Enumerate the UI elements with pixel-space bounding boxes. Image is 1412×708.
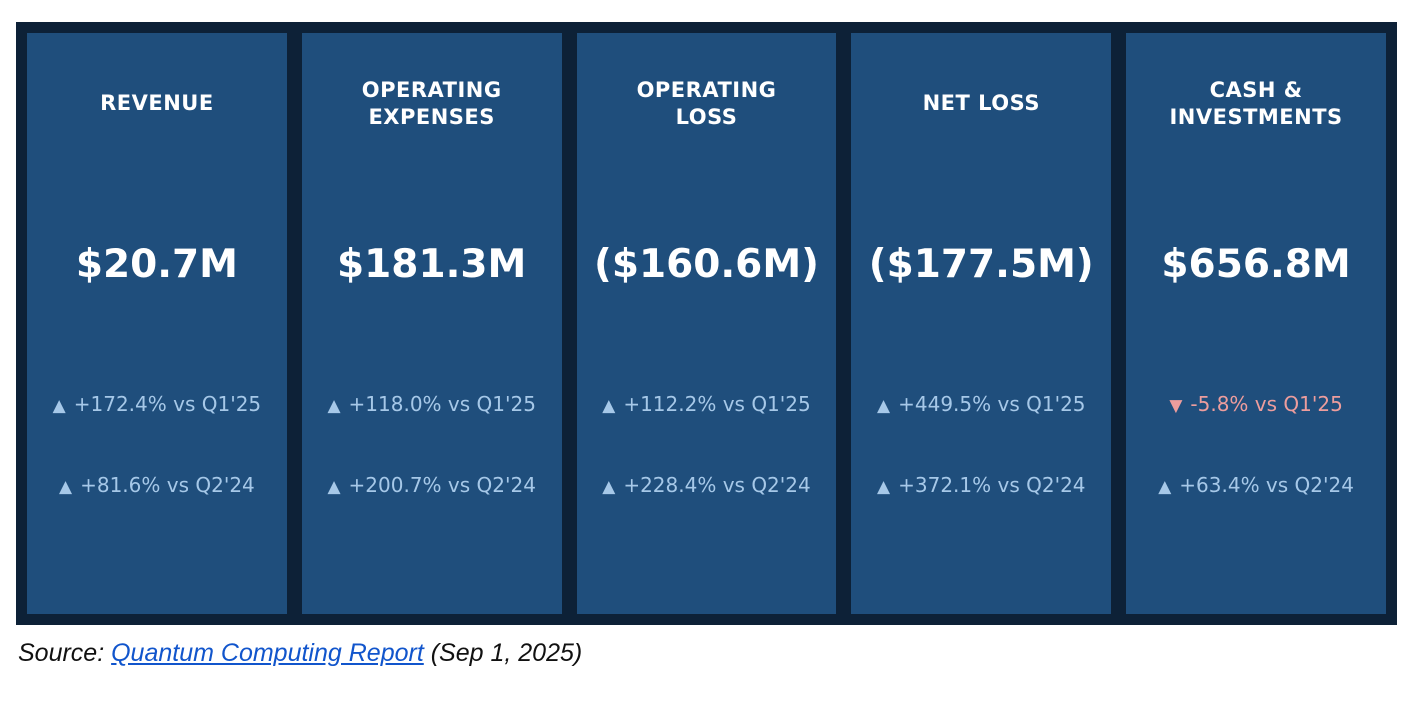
source-prefix: Source: [18, 639, 112, 667]
source-date: (Sep 1, 2025) [423, 639, 583, 667]
metric-value: ($160.6M) [594, 242, 819, 287]
metric-title: CASH & INVESTMENTS [1126, 71, 1386, 137]
trend-text: +172.4% vs Q1'25 [73, 392, 262, 416]
metric-card-operating-loss: OPERATING LOSS ($160.6M) ▲ +112.2% vs Q1'… [576, 33, 837, 614]
trend-vs-q1: ▲ +112.2% vs Q1'25 [577, 390, 837, 420]
trend-text: +200.7% vs Q2'24 [348, 473, 536, 497]
trend-up-icon: ▲ [877, 396, 891, 416]
metric-card-net-loss: NET LOSS ($177.5M) ▲ +449.5% vs Q1'25 ▲ +3… [851, 33, 1112, 614]
metric-value: $656.8M [1161, 242, 1351, 287]
trend-up-icon: ▲ [59, 477, 73, 497]
trend-text: +449.5% vs Q1'25 [898, 392, 1086, 416]
trend-vs-q2: ▲ +372.1% vs Q2'24 [851, 471, 1111, 501]
kpi-panel: REVENUE $20.7M ▲ +172.4% vs Q1'25 ▲ +81.6%… [16, 22, 1397, 625]
metric-card-revenue: REVENUE $20.7M ▲ +172.4% vs Q1'25 ▲ +81.6%… [27, 33, 287, 614]
metric-card-operating-expenses: OPERATING EXPENSES $181.3M ▲ +118.0% vs Q… [301, 33, 562, 614]
trend-up-icon: ▲ [327, 477, 341, 497]
metric-title-text: REVENUE [100, 91, 214, 116]
trend-vs-q1: ▲ +118.0% vs Q1'25 [302, 390, 562, 420]
trend-up-icon: ▲ [877, 477, 891, 497]
trend-text: +112.2% vs Q1'25 [623, 392, 811, 416]
metric-value: ($177.5M) [868, 242, 1094, 287]
metric-value: $181.3M [337, 242, 527, 287]
metric-title-text: CASH & INVESTMENTS [1169, 77, 1343, 129]
trend-vs-q1: ▲ +449.5% vs Q1'25 [851, 390, 1111, 420]
metric-title-text: NET LOSS [922, 91, 1040, 116]
metric-card-cash-investments: CASH & INVESTMENTS $656.8M ▼ -5.8% vs Q1'… [1126, 33, 1386, 614]
trend-vs-q2: ▲ +228.4% vs Q2'24 [577, 471, 837, 501]
trend-up-icon: ▲ [602, 396, 616, 416]
trend-text: +63.4% vs Q2'24 [1179, 473, 1354, 497]
trend-up-icon: ▲ [602, 477, 616, 497]
metric-title: OPERATING LOSS [577, 71, 837, 137]
metric-title-text: OPERATING EXPENSES [361, 77, 502, 129]
source-attribution: Source: Quantum Computing Report (Sep 1,… [18, 639, 1412, 668]
metric-title: OPERATING EXPENSES [302, 71, 562, 137]
trend-vs-q2: ▲ +81.6% vs Q2'24 [27, 471, 287, 501]
trend-up-icon: ▲ [327, 396, 341, 416]
trend-down-icon: ▼ [1169, 396, 1183, 416]
trend-up-icon: ▲ [1158, 477, 1172, 497]
trend-text: +228.4% vs Q2'24 [623, 473, 811, 497]
trend-vs-q2: ▲ +200.7% vs Q2'24 [302, 471, 562, 501]
metric-value: $20.7M [75, 242, 238, 287]
metric-title: REVENUE [27, 71, 287, 137]
trend-text: -5.8% vs Q1'25 [1190, 392, 1343, 416]
trend-up-icon: ▲ [52, 396, 66, 416]
trend-vs-q1: ▼ -5.8% vs Q1'25 [1126, 390, 1386, 420]
metric-title: NET LOSS [851, 71, 1111, 137]
trend-text: +372.1% vs Q2'24 [898, 473, 1086, 497]
metric-title-text: OPERATING LOSS [636, 77, 777, 129]
trend-text: +118.0% vs Q1'25 [348, 392, 536, 416]
trend-vs-q2: ▲ +63.4% vs Q2'24 [1126, 471, 1386, 501]
source-link[interactable]: Quantum Computing Report [111, 639, 424, 667]
trend-vs-q1: ▲ +172.4% vs Q1'25 [27, 390, 287, 420]
trend-text: +81.6% vs Q2'24 [80, 473, 255, 497]
